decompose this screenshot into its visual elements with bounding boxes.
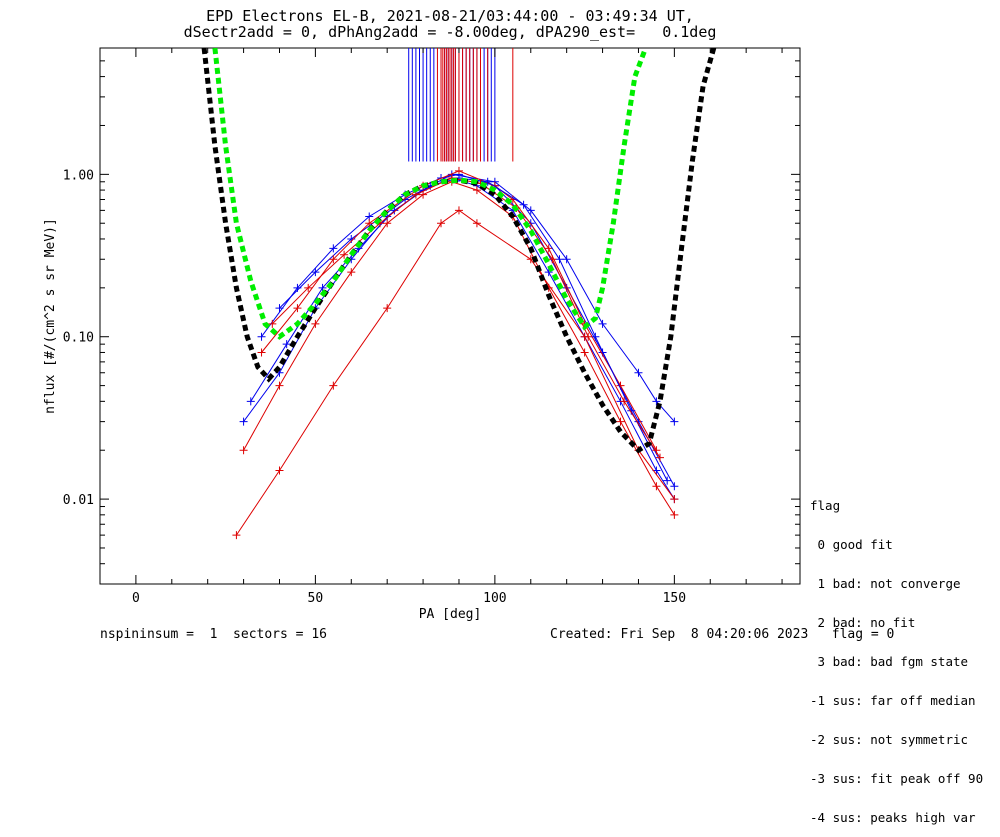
trace-line-blue	[243, 177, 675, 500]
trace-point-red	[437, 219, 446, 228]
trace-point-red	[311, 319, 320, 328]
trace-point-red	[584, 332, 593, 341]
x-tick-label: 100	[483, 591, 506, 606]
trace-point-blue	[311, 268, 320, 277]
reference-curve-black	[201, 48, 717, 454]
trace-point-red	[616, 417, 625, 426]
trace-point-blue	[634, 368, 643, 377]
footer-created-info: Created: Fri Sep 8 04:20:06 2023 flag = …	[550, 627, 895, 642]
trace-point-red	[670, 510, 679, 519]
trace-point-blue	[246, 397, 255, 406]
trace-point-blue	[598, 319, 607, 328]
y-tick-label: 0.10	[63, 331, 94, 346]
y-tick-label: 0.01	[63, 493, 94, 508]
x-tick-label: 0	[132, 591, 140, 606]
x-tick-label: 50	[308, 591, 324, 606]
trace-point-blue	[483, 177, 492, 186]
trace-point-red	[419, 190, 428, 199]
trace-point-red	[329, 255, 338, 264]
legend-item: 3 bad: bad fgm state	[810, 654, 969, 669]
footer-spin-info: nspininsum = 1 sectors = 16	[100, 627, 327, 642]
trace-point-red	[257, 348, 266, 357]
trace-point-red	[652, 482, 661, 491]
trace-point-red	[340, 250, 349, 259]
legend-item: -2 sus: not symmetric	[810, 732, 969, 747]
chart-title: EPD Electrons EL-B, 2021-08-21/03:44:00 …	[206, 7, 694, 25]
trace-point-blue	[652, 397, 661, 406]
trace-point-blue	[257, 332, 266, 341]
trace-point-blue	[282, 340, 291, 349]
trace-point-red	[383, 304, 392, 313]
trace-point-red	[347, 268, 356, 277]
trace-point-red	[275, 381, 284, 390]
trace-point-blue	[591, 332, 600, 341]
trace-point-blue	[519, 200, 528, 209]
trace-point-red	[472, 219, 481, 228]
trace-point-red	[268, 319, 277, 328]
trace-point-red	[454, 166, 463, 175]
chart-subtitle: dSectr2add = 0, dPhAng2add = -8.00deg, d…	[183, 23, 717, 41]
trace-line-blue	[250, 177, 668, 481]
trace-line-red	[261, 170, 657, 451]
reference-curve-green	[212, 48, 648, 340]
trace-point-blue	[318, 283, 327, 292]
trace-point-blue	[365, 212, 374, 221]
trace-point-red	[239, 446, 248, 455]
trace-point-red	[472, 186, 481, 195]
trace-point-blue	[670, 482, 679, 491]
vertical-markers	[408, 48, 514, 162]
flag-legend: flag 0 good fit 1 bad: not converge 2 ba…	[810, 473, 983, 837]
trace-point-red	[656, 453, 664, 462]
trace-point-blue	[275, 304, 284, 313]
legend-item: -4 sus: peaks high var	[810, 810, 976, 825]
trace-point-red	[232, 531, 241, 540]
trace-point-red	[275, 466, 284, 475]
trace-point-blue	[239, 417, 248, 426]
y-axis-label: nflux [#/(cm^2 s sr MeV)]	[43, 218, 58, 414]
trace-point-red	[580, 348, 589, 357]
trace-point-red	[670, 495, 679, 504]
trace-point-blue	[390, 206, 399, 215]
data-traces	[232, 166, 679, 540]
legend-title: flag	[810, 498, 841, 513]
trace-point-blue	[663, 476, 672, 485]
trace-point-red	[383, 219, 392, 228]
chart-plot: 0 50 100 150 0.01 0.10 1.00 PA [deg] nflux [#/…	[43, 47, 801, 622]
trace-point-red	[293, 304, 302, 313]
trace-point-red	[548, 255, 557, 264]
legend-item: -1 sus: far off median	[810, 693, 976, 708]
legend-item: 0 good fit	[810, 537, 893, 552]
trace-point-red	[329, 381, 338, 390]
trace-point-red	[365, 219, 374, 228]
x-tick-label: 150	[663, 591, 686, 606]
axes: 0 50 100 150 0.01 0.10 1.00	[63, 47, 800, 606]
trace-point-blue	[555, 255, 564, 264]
trace-point-blue	[329, 244, 338, 253]
y-tick-label: 1.00	[63, 168, 94, 183]
trace-point-blue	[670, 417, 679, 426]
trace-line-red	[243, 181, 675, 516]
trace-line-red	[271, 177, 661, 458]
trace-point-red	[620, 397, 629, 406]
trace-point-red	[454, 206, 463, 215]
x-axis-label: PA [deg]	[419, 607, 482, 622]
legend-item: 1 bad: not converge	[810, 576, 961, 591]
trace-point-blue	[526, 206, 535, 215]
legend-item: -3 sus: fit peak off 90	[810, 771, 984, 786]
trace-point-red	[304, 283, 313, 292]
reference-curves	[201, 48, 717, 454]
trace-point-blue	[562, 255, 571, 264]
legend-item: 2 bad: no fit	[810, 615, 916, 630]
trace-point-red	[544, 244, 553, 253]
